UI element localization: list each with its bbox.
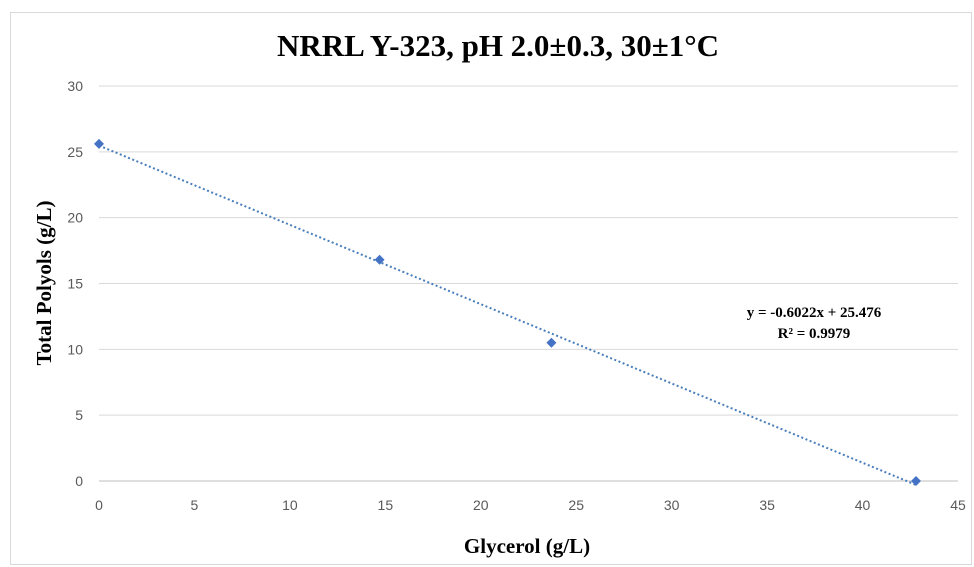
x-tick-label: 0: [95, 497, 103, 513]
trendline-equation: y = -0.6022x + 25.476: [747, 305, 882, 321]
data-point-3: [546, 337, 557, 348]
x-tick-label: 30: [664, 497, 680, 513]
chart-frame: [10, 12, 972, 565]
data-points: [94, 138, 922, 486]
x-tick-label: 15: [378, 497, 394, 513]
trendline: [98, 144, 917, 486]
x-axis-title: Glycerol (g/L): [464, 534, 590, 558]
y-tick-label: 15: [67, 276, 83, 292]
gridlines: [99, 85, 958, 416]
y-axis-title: Total Polyols (g/L): [32, 201, 56, 366]
chart-title: NRRL Y-323, pH 2.0±0.3, 30±1°C: [277, 28, 719, 63]
y-tick-labels: 0 5 10 15 20 25 30: [67, 78, 83, 489]
data-point-2: [374, 254, 385, 265]
x-tick-label: 5: [191, 497, 199, 513]
x-tick-label: 45: [950, 497, 966, 513]
x-tick-label: 20: [473, 497, 489, 513]
y-tick-label: 10: [67, 341, 83, 357]
data-point-4: [911, 476, 922, 486]
x-tick-labels: 0 5 10 15 20 25 30 35 40 45: [95, 497, 966, 513]
y-tick-label: 25: [67, 144, 83, 160]
data-point-1: [94, 138, 104, 149]
y-tick-label: 30: [67, 78, 83, 94]
x-tick-label: 10: [282, 497, 298, 513]
x-tick-label: 25: [568, 497, 584, 513]
y-tick-label: 0: [75, 473, 83, 489]
trendline-layer: [98, 144, 917, 486]
trendline-r-squared: R² = 0.9979: [778, 326, 851, 342]
x-tick-label: 40: [855, 497, 871, 513]
y-tick-label: 5: [75, 407, 83, 423]
y-tick-label: 20: [67, 210, 83, 226]
x-tick-label: 35: [759, 497, 775, 513]
